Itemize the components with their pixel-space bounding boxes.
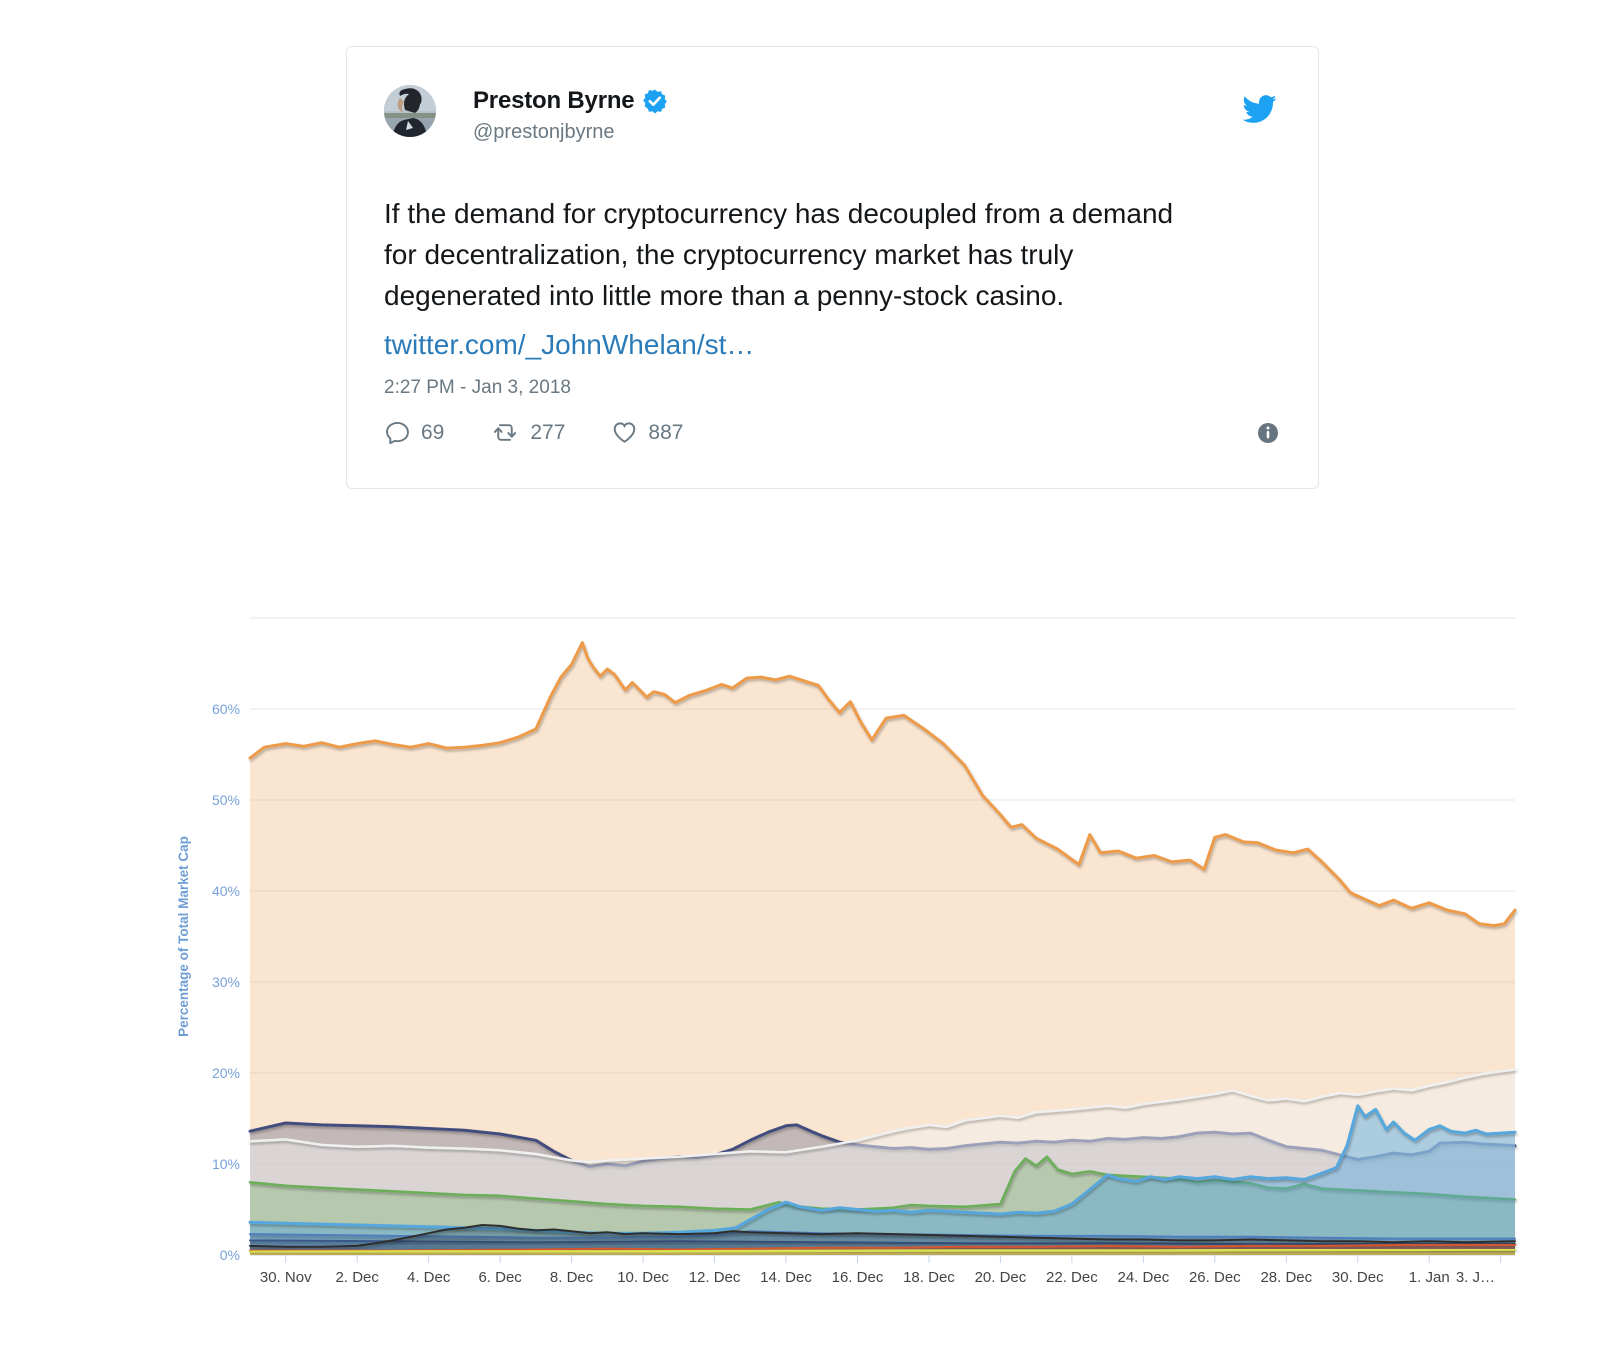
svg-text:10. Dec: 10. Dec: [617, 1269, 669, 1286]
svg-text:0%: 0%: [220, 1247, 240, 1263]
tweet-text: If the demand for cryptocurrency has dec…: [384, 198, 1174, 311]
svg-text:16. Dec: 16. Dec: [832, 1269, 884, 1286]
svg-text:3. J…: 3. J…: [1456, 1269, 1495, 1286]
retweet-count: 277: [530, 420, 566, 444]
tweet-author-block: Preston Byrne @prestonjbyrne: [473, 87, 668, 144]
svg-text:18. Dec: 18. Dec: [903, 1269, 955, 1286]
market-cap-dominance-chart[interactable]: 0% 10% 20% 30% 40% 50% 60% Percentage of Total …: [0, 545, 1602, 1350]
retweet-icon: [494, 424, 517, 441]
like-count: 887: [648, 420, 684, 444]
svg-text:40%: 40%: [212, 883, 240, 899]
svg-text:50%: 50%: [212, 792, 240, 808]
avatar-photo: [384, 85, 436, 137]
x-axis-labels: 30. Nov 2. Dec 4. Dec 6. Dec 8. Dec 10. Dec 12…: [260, 1255, 1502, 1286]
author-display-name: Preston Byrne: [473, 87, 635, 114]
svg-text:22. Dec: 22. Dec: [1046, 1269, 1098, 1286]
tweet-link[interactable]: twitter.com/_JohnWhelan/st…: [384, 329, 755, 360]
y-axis-title: Percentage of Total Market Cap: [176, 836, 191, 1037]
author-handle[interactable]: @prestonjbyrne: [473, 121, 615, 143]
retweet-button[interactable]: 277: [490, 419, 565, 446]
reply-count: 69: [421, 420, 445, 444]
reply-button[interactable]: 69: [384, 419, 444, 446]
tweet-stats-row: 69 277 887: [384, 419, 1282, 446]
verified-badge-icon: [643, 89, 668, 114]
svg-text:14. Dec: 14. Dec: [760, 1269, 812, 1286]
series-white-others-band[interactable]: [248, 1068, 1517, 1255]
svg-text:30%: 30%: [212, 974, 240, 990]
svg-text:28. Dec: 28. Dec: [1260, 1269, 1312, 1286]
series-yellow-green-band[interactable]: [248, 1248, 1517, 1256]
like-button[interactable]: 887: [611, 419, 683, 446]
svg-text:12. Dec: 12. Dec: [689, 1269, 741, 1286]
tweet-card: Preston Byrne @prestonjbyrne If the dema…: [346, 46, 1319, 489]
tweet-timestamp[interactable]: 2:27 PM - Jan 3, 2018: [384, 377, 571, 398]
avatar[interactable]: [384, 85, 436, 137]
svg-text:6. Dec: 6. Dec: [478, 1269, 522, 1286]
svg-text:8. Dec: 8. Dec: [550, 1269, 594, 1286]
reply-icon: [386, 421, 409, 445]
svg-text:20%: 20%: [212, 1065, 240, 1081]
svg-text:1. Jan: 1. Jan: [1409, 1269, 1450, 1286]
info-icon: [1258, 422, 1278, 443]
author-name-row[interactable]: Preston Byrne: [473, 87, 668, 115]
twitter-logo-icon[interactable]: [1238, 91, 1280, 127]
svg-text:26. Dec: 26. Dec: [1189, 1269, 1241, 1286]
svg-text:2. Dec: 2. Dec: [336, 1269, 380, 1286]
info-button[interactable]: [1256, 421, 1280, 445]
svg-text:10%: 10%: [212, 1156, 240, 1172]
svg-text:30. Dec: 30. Dec: [1332, 1269, 1384, 1286]
svg-text:24. Dec: 24. Dec: [1118, 1269, 1170, 1286]
heart-icon: [614, 422, 636, 443]
plot-area[interactable]: [248, 641, 1517, 1256]
y-axis-labels: 0% 10% 20% 30% 40% 50% 60%: [212, 701, 240, 1263]
svg-text:20. Dec: 20. Dec: [975, 1269, 1027, 1286]
svg-text:60%: 60%: [212, 701, 240, 717]
svg-text:30. Nov: 30. Nov: [260, 1269, 312, 1286]
svg-text:4. Dec: 4. Dec: [407, 1269, 451, 1286]
